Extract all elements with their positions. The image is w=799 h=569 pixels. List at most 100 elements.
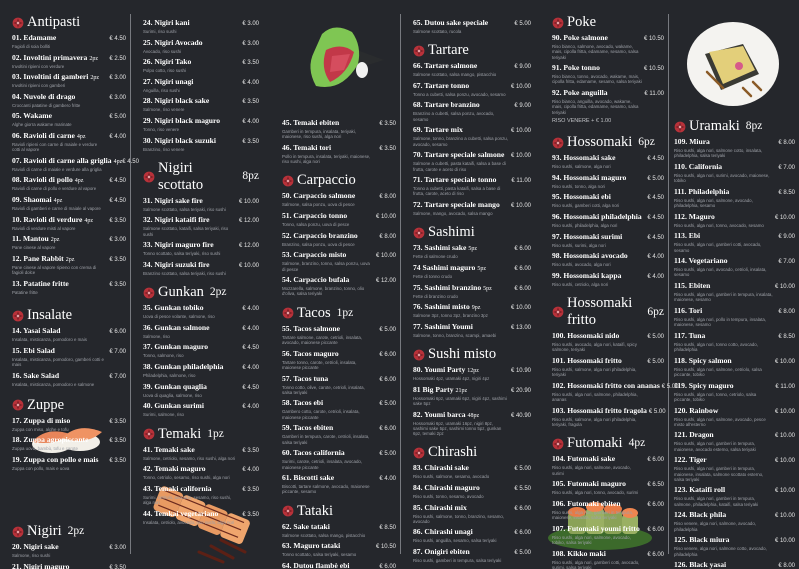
item-description: Biscotti, tartare salmone, avocado, maio… xyxy=(282,484,370,495)
item-price: € 3.00 xyxy=(109,545,126,552)
item-price: € 6.00 xyxy=(379,376,396,383)
section-tacos: Tacos 1pz 55. Tacos salmone € 5.00 Tartare … xyxy=(282,305,396,495)
section-title: Insalate xyxy=(12,307,126,324)
item-name: 34. Nigiri suzuki fire xyxy=(143,260,212,271)
flower-icon xyxy=(413,349,425,361)
item-name: 116. Tori xyxy=(674,306,704,317)
item-name: 87. Onigiri ebiten xyxy=(413,547,472,558)
item-price: € 3.50 xyxy=(242,511,259,518)
menu-item: 106. Futomaki ebiten € 6.00 Riso sushi, al… xyxy=(552,499,664,521)
menu-item: 104. Futomaki sake € 6.00 Riso sushi, alga… xyxy=(552,454,664,476)
section-pieces: 8pz xyxy=(242,170,259,183)
item-name: 46. Temaki tori xyxy=(282,143,333,154)
menu-item-row: 70. Tartare speciale salmone € 10.00 xyxy=(413,150,531,161)
item-name-text: 124. Black phila xyxy=(674,510,727,520)
item-name-text: 02. Involtini primavera xyxy=(12,52,88,62)
section-title: Uramaki 8pz xyxy=(674,118,795,135)
item-description: Polpo cotto, riso sushi xyxy=(143,68,186,74)
item-name: 57. Tacos tuna xyxy=(282,374,330,385)
item-price: € 4.50 xyxy=(109,36,126,42)
menu-item-row: 96. Hossomaki philadelphia € 4.50 xyxy=(552,212,664,223)
item-description: Fette di tonno crudo xyxy=(413,273,453,279)
menu-item-row: 112. Maguro € 10.00 xyxy=(674,212,795,223)
menu-item-row: 41. Temaki sake € 3.50 xyxy=(143,445,259,456)
menu-item: 110. California € 7.00 Riso sushi, alga no… xyxy=(674,162,795,184)
menu-item-row: 40. Gunkan surimi € 4.00 xyxy=(143,401,259,412)
flower-icon xyxy=(413,447,425,459)
menu-item-row: 31. Nigiri sake fire € 10.00 xyxy=(143,196,259,207)
item-description: Salmone, riso xyxy=(143,333,170,339)
menu-item-row: 01. Edamame € 4.50 xyxy=(12,33,126,44)
item-name: 61. Biscotti sake xyxy=(282,473,336,484)
item-name-text: 120. Rainbow xyxy=(674,405,719,415)
menu-item: 97. Hossomaki surimi € 4.50 Riso sushi, su… xyxy=(552,232,664,248)
item-name-text: 115. Ebiten xyxy=(674,281,711,291)
item-name: 42. Temaki maguro xyxy=(143,464,208,475)
item-pieces: 2pz xyxy=(50,237,60,244)
menu-item-row: 61. Biscotti sake € 4.00 xyxy=(282,473,396,484)
item-description: Riso sushi, alga nori, pollo in tempura,… xyxy=(674,316,767,328)
item-name-text: 15. Ebi Salad xyxy=(12,345,55,355)
item-name: 18. Zuppa agropiccante xyxy=(12,435,90,446)
item-name: 13. Patatine fritte xyxy=(12,279,71,290)
item-price: € 4.50 xyxy=(647,215,664,222)
item-description: Hossomaki 6pz, uramaki 16pz, nigiri 8pz,… xyxy=(413,420,502,437)
menu-item-row: 94. Hossomaki maguro € 5.00 xyxy=(552,173,664,184)
menu-item-row: 58. Tacos ebi € 5.00 xyxy=(282,398,396,409)
menu-item-row: 02. Involtini primavera 2pz € 2.50 xyxy=(12,53,126,64)
item-name: 54. Carpaccio bufala xyxy=(282,275,351,286)
item-description: Hossomaki 6pz, uramaki 6pz, nigiri 4pz, … xyxy=(413,395,507,406)
item-price: € 6.00 xyxy=(514,265,531,272)
menu-item-row: 24. Nigiri kani € 3.00 xyxy=(143,18,259,29)
item-price: € 10.00 xyxy=(510,128,531,135)
item-price: € 4.00 xyxy=(242,118,259,125)
item-name-text: 71. Tartare speciale tonno xyxy=(413,175,497,185)
item-price: € 5.00 xyxy=(647,334,664,341)
section-title-text: Futomaki xyxy=(567,435,623,452)
item-price: € 20.90 xyxy=(510,387,531,394)
menu-item: 51. Carpaccio tonno € 10.00 Tonno, salsa p… xyxy=(282,211,396,227)
item-name-text: 03. Involtini di gamberi xyxy=(12,72,89,82)
item-description: Riso sushi, salmone, alga nori philadelp… xyxy=(552,416,637,428)
menu-item: 107. Futomaki youmi fritto € 6.00 Riso sus… xyxy=(552,524,664,546)
item-name: 77. Sashimi Youmi xyxy=(413,322,475,333)
menu-item: 66. Tartare salmone € 9.00 Salmone scottat… xyxy=(413,61,531,77)
menu-item: 41. Temaki sake € 3.50 Salmone, cetriolo, … xyxy=(143,445,259,461)
item-description: Ravioli di gamberi e carne di maiale al … xyxy=(12,206,101,212)
item-price: € 3.50 xyxy=(242,138,259,145)
item-name-text: 53. Carpaccio misto xyxy=(282,250,347,260)
item-name: 106. Futomaki ebiten xyxy=(552,499,623,510)
item-name: 11. Mantou 2pz xyxy=(12,234,59,245)
item-description: Zuppa con miso, alghe e tofu xyxy=(12,426,69,432)
item-name-text: 125. Black miura xyxy=(674,535,730,545)
section-title-text: Sashimi xyxy=(428,224,475,241)
section-nigiri-scottato: Nigiri scottato 8pz 31. Nigiri sake fire €… xyxy=(143,160,259,276)
menu-item: 119. Spicy maguro € 11.00 Riso sushi, alga… xyxy=(674,381,795,403)
item-description: Fette di salmone crudo xyxy=(413,254,458,260)
item-price: € 4.50 xyxy=(647,156,664,163)
menu-item: 08. Ravioli di pollo 4pz € 4.50 Ravioli di … xyxy=(12,175,126,191)
item-price: € 4.50 xyxy=(647,234,664,241)
item-name: 30. Nigiri black suzuki xyxy=(143,136,218,147)
menu-item-row: 37. Gunkan maguro € 4.50 xyxy=(143,342,259,353)
item-description: Riso sushi, alga nori, tonno, avocado, s… xyxy=(552,490,639,496)
item-name: 113. Ebi xyxy=(674,231,702,242)
menu-item-row: 119. Spicy maguro € 11.00 xyxy=(674,381,795,392)
item-price: € 4.00 xyxy=(647,254,664,261)
menu-item-row: 05. Wakame € 5.00 xyxy=(12,111,126,122)
item-name: 121. Dragon xyxy=(674,430,716,441)
item-price: € 3.50 xyxy=(109,217,126,224)
item-name: 74 Sashimi maguro 5pz xyxy=(413,263,486,274)
item-description: Branzino, riso venere xyxy=(143,146,185,152)
item-name: 119. Spicy maguro xyxy=(674,381,736,392)
column-separator xyxy=(130,14,131,554)
item-name: 37. Gunkan maguro xyxy=(143,342,210,353)
item-price: € 10.00 xyxy=(774,488,795,495)
flower-icon xyxy=(12,17,24,29)
item-name-text: 126. Black yasai xyxy=(674,560,727,569)
menu-item-row: 18. Zuppa agropiccante € 3.50 xyxy=(12,435,126,446)
section-pieces: 1pz xyxy=(336,306,354,319)
item-name-text: 37. Gunkan maguro xyxy=(143,342,209,352)
section-title: Chirashi xyxy=(413,444,531,461)
item-name-text: 44. Temkai vegetariano xyxy=(143,508,219,518)
